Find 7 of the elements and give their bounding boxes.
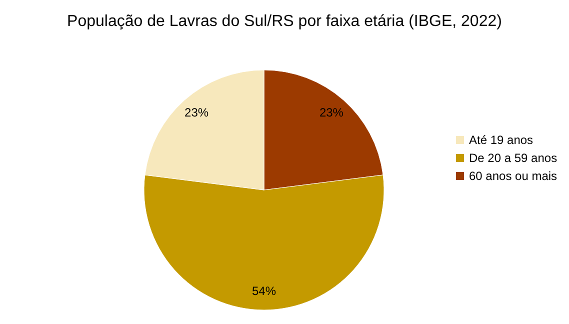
data-label: 23% xyxy=(184,106,209,120)
legend-label: De 20 a 59 anos xyxy=(469,151,558,165)
legend-label: 60 anos ou mais xyxy=(469,169,558,183)
data-label: 23% xyxy=(319,106,344,120)
data-label: 54% xyxy=(252,284,276,298)
legend-label: Até 19 anos xyxy=(469,133,534,147)
chart-title: População de Lavras do Sul/RS por faixa etária (IBGE, 2022) xyxy=(67,13,502,30)
